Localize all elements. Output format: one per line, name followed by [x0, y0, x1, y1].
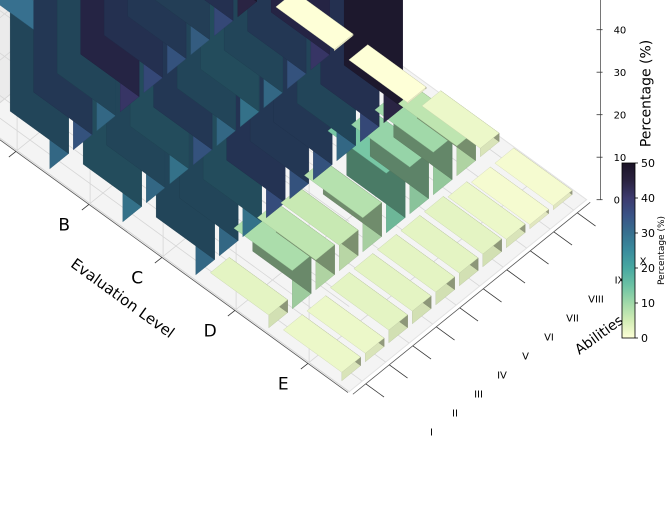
bar-E-X [494, 147, 573, 211]
y-tick [577, 212, 596, 227]
bar-B-X [275, 0, 354, 52]
x-tick-label: E [278, 374, 289, 394]
bar-face-top [471, 166, 549, 225]
bar-face-side [254, 0, 257, 2]
bar-E-IX [471, 166, 549, 230]
bar-face-top [421, 90, 500, 149]
colorbar-tick-label: 50 [641, 157, 655, 170]
bar-E-V [377, 234, 455, 306]
z-tick-label: 40 [614, 26, 627, 37]
y-tick-label: II [452, 409, 458, 420]
y-tick [553, 231, 573, 246]
y-tick-label: VII [566, 314, 579, 325]
x-tick [81, 204, 90, 211]
y-tick [483, 288, 502, 303]
y-tick [506, 269, 526, 284]
y-tick-label: IX [615, 276, 625, 287]
y-axis-label: Abilities [572, 313, 626, 359]
bar-D-III [257, 202, 335, 291]
y-tick [389, 364, 408, 379]
x-tick [8, 151, 17, 158]
bar-face-side [204, 0, 234, 21]
x-tick-label: C [131, 268, 143, 288]
x-tick [154, 257, 163, 264]
y-tick-label: IV [497, 371, 507, 382]
bar-C-X [348, 44, 427, 105]
bar-A-VIII [204, 0, 234, 37]
bar-face-top [424, 196, 502, 255]
y-tick [530, 250, 549, 265]
bar-D-V [304, 159, 382, 253]
bar-E-VIII [447, 181, 526, 249]
x-tick-label: D [204, 321, 217, 341]
bar-A-IX [237, 0, 257, 18]
z-tick-label: 0 [614, 196, 620, 207]
bar-face-top [494, 147, 573, 206]
bar-face-top [348, 44, 427, 103]
bar-E-II [306, 295, 385, 363]
y-tick-label: V [522, 352, 529, 363]
y-tick-label: X [640, 257, 647, 268]
y-tick-label: I [430, 428, 433, 439]
bar-face-top [210, 257, 288, 316]
colorbar [621, 162, 636, 339]
bar-face-top [447, 181, 526, 240]
x-tick [300, 363, 309, 370]
y-tick-label: VIII [588, 295, 604, 306]
z-axis-label: Percentage (%) [639, 40, 655, 147]
bar-face-top [400, 215, 479, 274]
colorbar-label: Percentage (%) [657, 216, 667, 285]
bar-E-III [330, 272, 408, 344]
colorbar-tick-label: 20 [641, 262, 655, 275]
colorbar-tick-label: 40 [641, 192, 655, 205]
bar-face-top [283, 314, 361, 373]
y-tick [365, 383, 385, 398]
y-tick-label: III [474, 390, 483, 401]
y-tick [436, 326, 455, 341]
y-tick-label: VI [544, 333, 554, 344]
z-gridline [0, 0, 350, 392]
bar-face-side [127, 0, 187, 59]
bar-face-side [154, 0, 210, 40]
bar-E-VII [424, 196, 502, 268]
z-gridline [0, 0, 350, 350]
bar-face-top [275, 0, 354, 50]
bar-face-top [306, 295, 385, 354]
colorbar-tick-label: 10 [641, 297, 655, 310]
bar-E-IV [353, 253, 432, 325]
y-tick [459, 307, 479, 322]
bar-D-X [421, 90, 500, 158]
bar-face-top [377, 234, 455, 293]
x-axis-label: Evaluation Level [67, 255, 178, 342]
bar-E-VI [400, 215, 479, 287]
bar-E-I [283, 314, 361, 382]
colorbar-tick-label: 0 [641, 332, 648, 345]
z-tick-label: 10 [614, 153, 627, 164]
bar-face-top [353, 253, 432, 312]
z-tick-label: 30 [614, 68, 627, 79]
x-tick-label: B [58, 215, 70, 235]
y-axis-line [352, 202, 591, 395]
y-tick [412, 345, 432, 360]
bar-face-top [330, 272, 408, 331]
bar-D-I [210, 257, 288, 329]
x-tick [227, 310, 236, 317]
colorbar-tick-label: 30 [641, 227, 655, 240]
bar-face-front [237, 0, 257, 18]
z-tick-label: 20 [614, 111, 627, 122]
bar-A-VII [154, 0, 210, 56]
